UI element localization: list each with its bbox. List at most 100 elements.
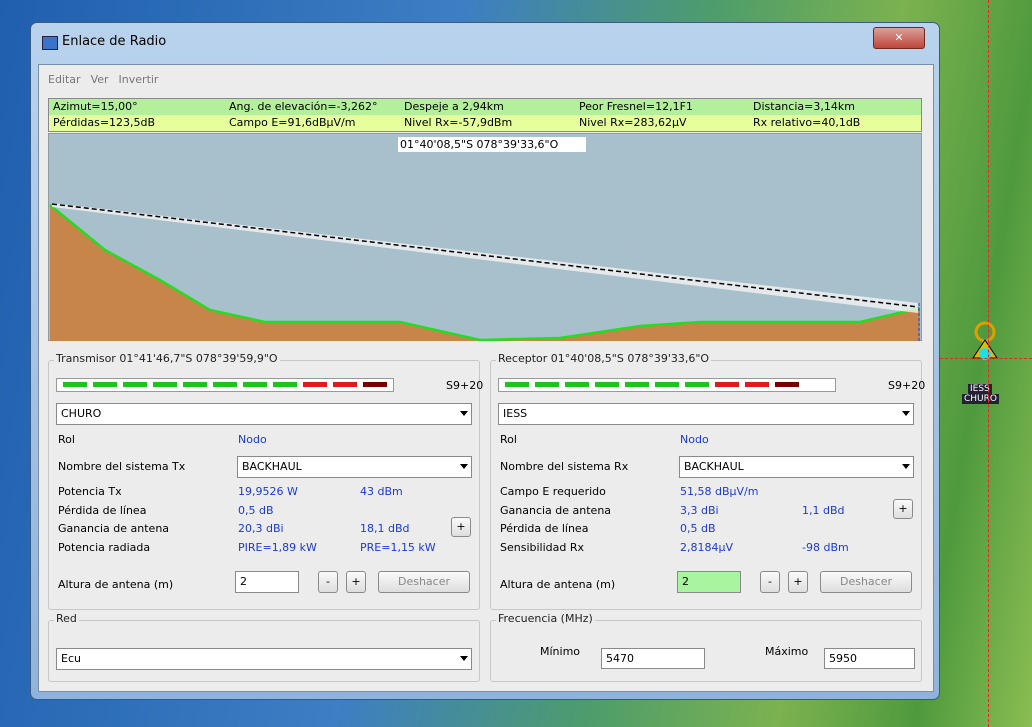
field-label: Ganancia de antena	[58, 522, 169, 535]
menu-item[interactable]: Ver	[91, 73, 109, 86]
signal-segment	[715, 382, 739, 387]
signal-segment	[183, 382, 207, 387]
field-label: Nombre del sistema Rx	[500, 460, 628, 473]
field-value: PIRE=1,89 kW	[238, 541, 317, 554]
info-panel: Azimut=15,00° Ang. de elevación=-3,262° De…	[48, 98, 922, 132]
signal-meter	[498, 378, 836, 392]
signal-segment	[775, 382, 799, 387]
field-value: Nodo	[680, 433, 709, 446]
field-label: Nombre del sistema Tx	[58, 460, 185, 473]
signal-segment	[363, 382, 387, 387]
info-cell: Campo E=91,6dBµV/m	[229, 116, 355, 129]
info-cell: Azimut=15,00°	[53, 100, 138, 113]
signal-segment	[745, 382, 769, 387]
network-value: Ecu	[61, 652, 81, 665]
field-value: PRE=1,15 kW	[360, 541, 436, 554]
menu-item[interactable]: Editar	[48, 73, 81, 86]
field-label: Campo E requerido	[500, 485, 606, 498]
info-cell: Despeje a 2,94km	[404, 100, 504, 113]
map-guide	[940, 358, 1032, 359]
field-value: Nodo	[238, 433, 267, 446]
info-cell: Peor Fresnel=12,1F1	[579, 100, 693, 113]
menu-item[interactable]: Invertir	[119, 73, 159, 86]
field-label: Altura de antena (m)	[500, 578, 615, 591]
dropdown-arrow	[460, 411, 468, 416]
signal-segment	[625, 382, 649, 387]
menu-bar: Editar Ver Invertir	[48, 73, 168, 86]
signal-segment	[505, 382, 529, 387]
field-label: Rol	[500, 433, 517, 446]
field-value: -98 dBm	[802, 541, 849, 554]
signal-segment	[685, 382, 709, 387]
field-label: Potencia radiada	[58, 541, 150, 554]
button[interactable]: +	[788, 571, 808, 593]
map-icon	[965, 318, 1005, 368]
signal-label: S9+20	[446, 379, 483, 392]
field-value: 0,5 dB	[238, 504, 274, 517]
group-legend: Receptor 01°40'08,5"S 078°39'33,6"O	[496, 352, 711, 365]
signal-segment	[303, 382, 327, 387]
info-cell: Nivel Rx=-57,9dBm	[404, 116, 512, 129]
map-guide	[988, 0, 989, 727]
info-cell: Ang. de elevación=-3,262°	[229, 100, 378, 113]
field-label: Rol	[58, 433, 75, 446]
field-label: Sensibilidad Rx	[500, 541, 584, 554]
field-value: 43 dBm	[360, 485, 403, 498]
plus-button[interactable]: +	[893, 499, 913, 519]
station-name: IESS	[503, 407, 527, 420]
field-value: 20,3 dBi	[238, 522, 284, 535]
signal-segment	[595, 382, 619, 387]
signal-segment	[655, 382, 679, 387]
close-button[interactable]: ✕	[873, 27, 925, 49]
button[interactable]: Deshacer	[378, 571, 470, 593]
signal-segment	[123, 382, 147, 387]
button[interactable]: Deshacer	[820, 571, 912, 593]
max-label: Máximo	[765, 645, 808, 658]
button[interactable]: -	[760, 571, 780, 593]
max-input[interactable]: 5950	[824, 648, 915, 669]
signal-segment	[63, 382, 87, 387]
window-title: Enlace de Radio	[62, 34, 166, 49]
signal-segment	[333, 382, 357, 387]
signal-segment	[273, 382, 297, 387]
network-legend: Red	[54, 612, 79, 625]
signal-label: S9+20	[888, 379, 925, 392]
button[interactable]: -	[318, 571, 338, 593]
field-value: 2,8184µV	[680, 541, 733, 554]
profile-label: 01°40'08,5"S 078°39'33,6"O	[398, 137, 586, 152]
field-label: Pérdida de línea	[500, 522, 588, 535]
dropdown-arrow	[902, 411, 910, 416]
field-value: 18,1 dBd	[360, 522, 410, 535]
info-cell: Pérdidas=123,5dB	[53, 116, 155, 129]
system-select[interactable]: BACKHAUL	[679, 456, 914, 478]
station-select[interactable]: IESS	[498, 403, 914, 425]
signal-segment	[565, 382, 589, 387]
field-value: 1,1 dBd	[802, 504, 845, 517]
desktop: Enlace de Radio ✕ Editar Ver Invertir Azim…	[0, 0, 1032, 727]
field-value: 19,9526 W	[238, 485, 298, 498]
system-name: BACKHAUL	[242, 460, 302, 473]
station-select[interactable]: CHURO	[56, 403, 472, 425]
field-value: 0,5 dB	[680, 522, 716, 535]
button[interactable]: +	[346, 571, 366, 593]
height-input[interactable]: 2	[677, 571, 741, 593]
field-label: Pérdida de línea	[58, 504, 146, 517]
signal-meter	[56, 378, 394, 392]
height-input[interactable]: 2	[235, 571, 299, 593]
signal-segment	[93, 382, 117, 387]
signal-segment	[243, 382, 267, 387]
field-label: Ganancia de antena	[500, 504, 611, 517]
network-select[interactable]: Ecu	[56, 648, 472, 670]
field-label: Altura de antena (m)	[58, 578, 173, 591]
map-label: CHURO	[962, 394, 999, 404]
info-cell: Distancia=3,14km	[753, 100, 855, 113]
min-input[interactable]: 5470	[601, 648, 705, 669]
plus-button[interactable]: +	[451, 517, 471, 537]
system-select[interactable]: BACKHAUL	[237, 456, 472, 478]
station-name: CHURO	[61, 407, 101, 420]
dropdown-arrow	[902, 464, 910, 469]
system-name: BACKHAUL	[684, 460, 744, 473]
signal-segment	[535, 382, 559, 387]
min-label: Mínimo	[540, 645, 580, 658]
frequency-legend: Frecuencia (MHz)	[496, 612, 595, 625]
